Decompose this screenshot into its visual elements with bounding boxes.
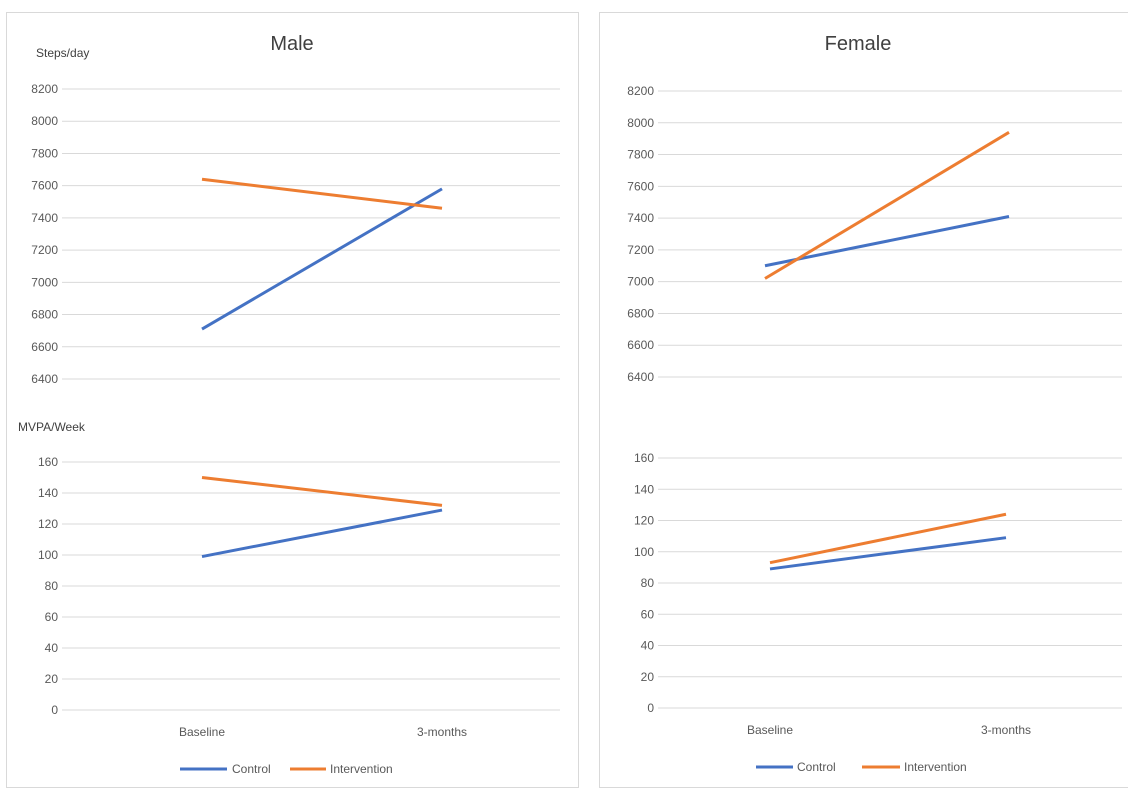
x-category-label: 3-months	[981, 723, 1031, 737]
y-tick-label: 7800	[627, 148, 654, 162]
y-tick-label: 6400	[31, 372, 58, 386]
y-tick-label: 6600	[627, 338, 654, 352]
y-tick-label: 80	[641, 576, 655, 590]
y-tick-label: 40	[45, 641, 59, 655]
y-tick-label: 7400	[31, 211, 58, 225]
y-tick-label: 100	[634, 545, 654, 559]
y-tick-label: 20	[45, 672, 59, 686]
y-tick-label: 140	[38, 486, 58, 500]
intervention-series-line	[201, 476, 443, 507]
y-tick-label: 7400	[627, 211, 654, 225]
y-tick-label: 8200	[627, 84, 654, 98]
legend-control-label: Control	[797, 760, 836, 774]
y-tick-label: 120	[634, 514, 654, 528]
y-axis-label: MVPA/Week	[18, 420, 86, 434]
y-tick-label: 100	[38, 548, 58, 562]
legend-control-label: Control	[232, 762, 271, 776]
x-category-label: Baseline	[179, 725, 225, 739]
y-tick-label: 7200	[627, 243, 654, 257]
y-tick-label: 7600	[31, 179, 58, 193]
y-tick-label: 80	[45, 579, 59, 593]
control-series-line	[201, 508, 443, 559]
y-tick-label: 120	[38, 517, 58, 531]
y-tick-label: 40	[641, 639, 655, 653]
y-tick-label: 7000	[627, 275, 654, 289]
x-category-label: 3-months	[417, 725, 467, 739]
y-tick-label: 8000	[627, 116, 654, 130]
y-tick-label: 160	[634, 451, 654, 465]
intervention-series-line	[764, 131, 1010, 280]
control-series-line	[764, 215, 1010, 268]
intervention-series-line	[769, 512, 1007, 565]
y-tick-label: 0	[647, 701, 654, 715]
y-axis-label: Steps/day	[36, 46, 89, 60]
y-tick-label: 6800	[627, 306, 654, 320]
legend-intervention-label: Intervention	[904, 760, 967, 774]
right-panel-frame	[599, 12, 1128, 788]
control-series-line	[201, 187, 443, 331]
y-tick-label: 7600	[627, 179, 654, 193]
y-tick-label: 8000	[31, 114, 58, 128]
y-tick-label: 160	[38, 455, 58, 469]
y-tick-label: 20	[641, 670, 655, 684]
y-tick-label: 60	[45, 610, 59, 624]
x-category-label: Baseline	[747, 723, 793, 737]
y-tick-label: 7800	[31, 146, 58, 160]
y-tick-label: 0	[51, 703, 58, 717]
legend-intervention-label: Intervention	[330, 762, 393, 776]
control-series-line	[769, 536, 1007, 571]
y-tick-label: 6800	[31, 308, 58, 322]
y-tick-label: 7000	[31, 275, 58, 289]
chart-title: Male	[270, 33, 313, 55]
y-tick-label: 6400	[627, 370, 654, 384]
left-panel-frame	[6, 12, 579, 788]
intervention-series-line	[201, 177, 443, 210]
chart-title: Female	[825, 33, 892, 55]
y-tick-label: 60	[641, 607, 655, 621]
y-tick-label: 8200	[31, 82, 58, 96]
y-tick-label: 7200	[31, 243, 58, 257]
y-tick-label: 6600	[31, 340, 58, 354]
y-tick-label: 140	[634, 482, 654, 496]
